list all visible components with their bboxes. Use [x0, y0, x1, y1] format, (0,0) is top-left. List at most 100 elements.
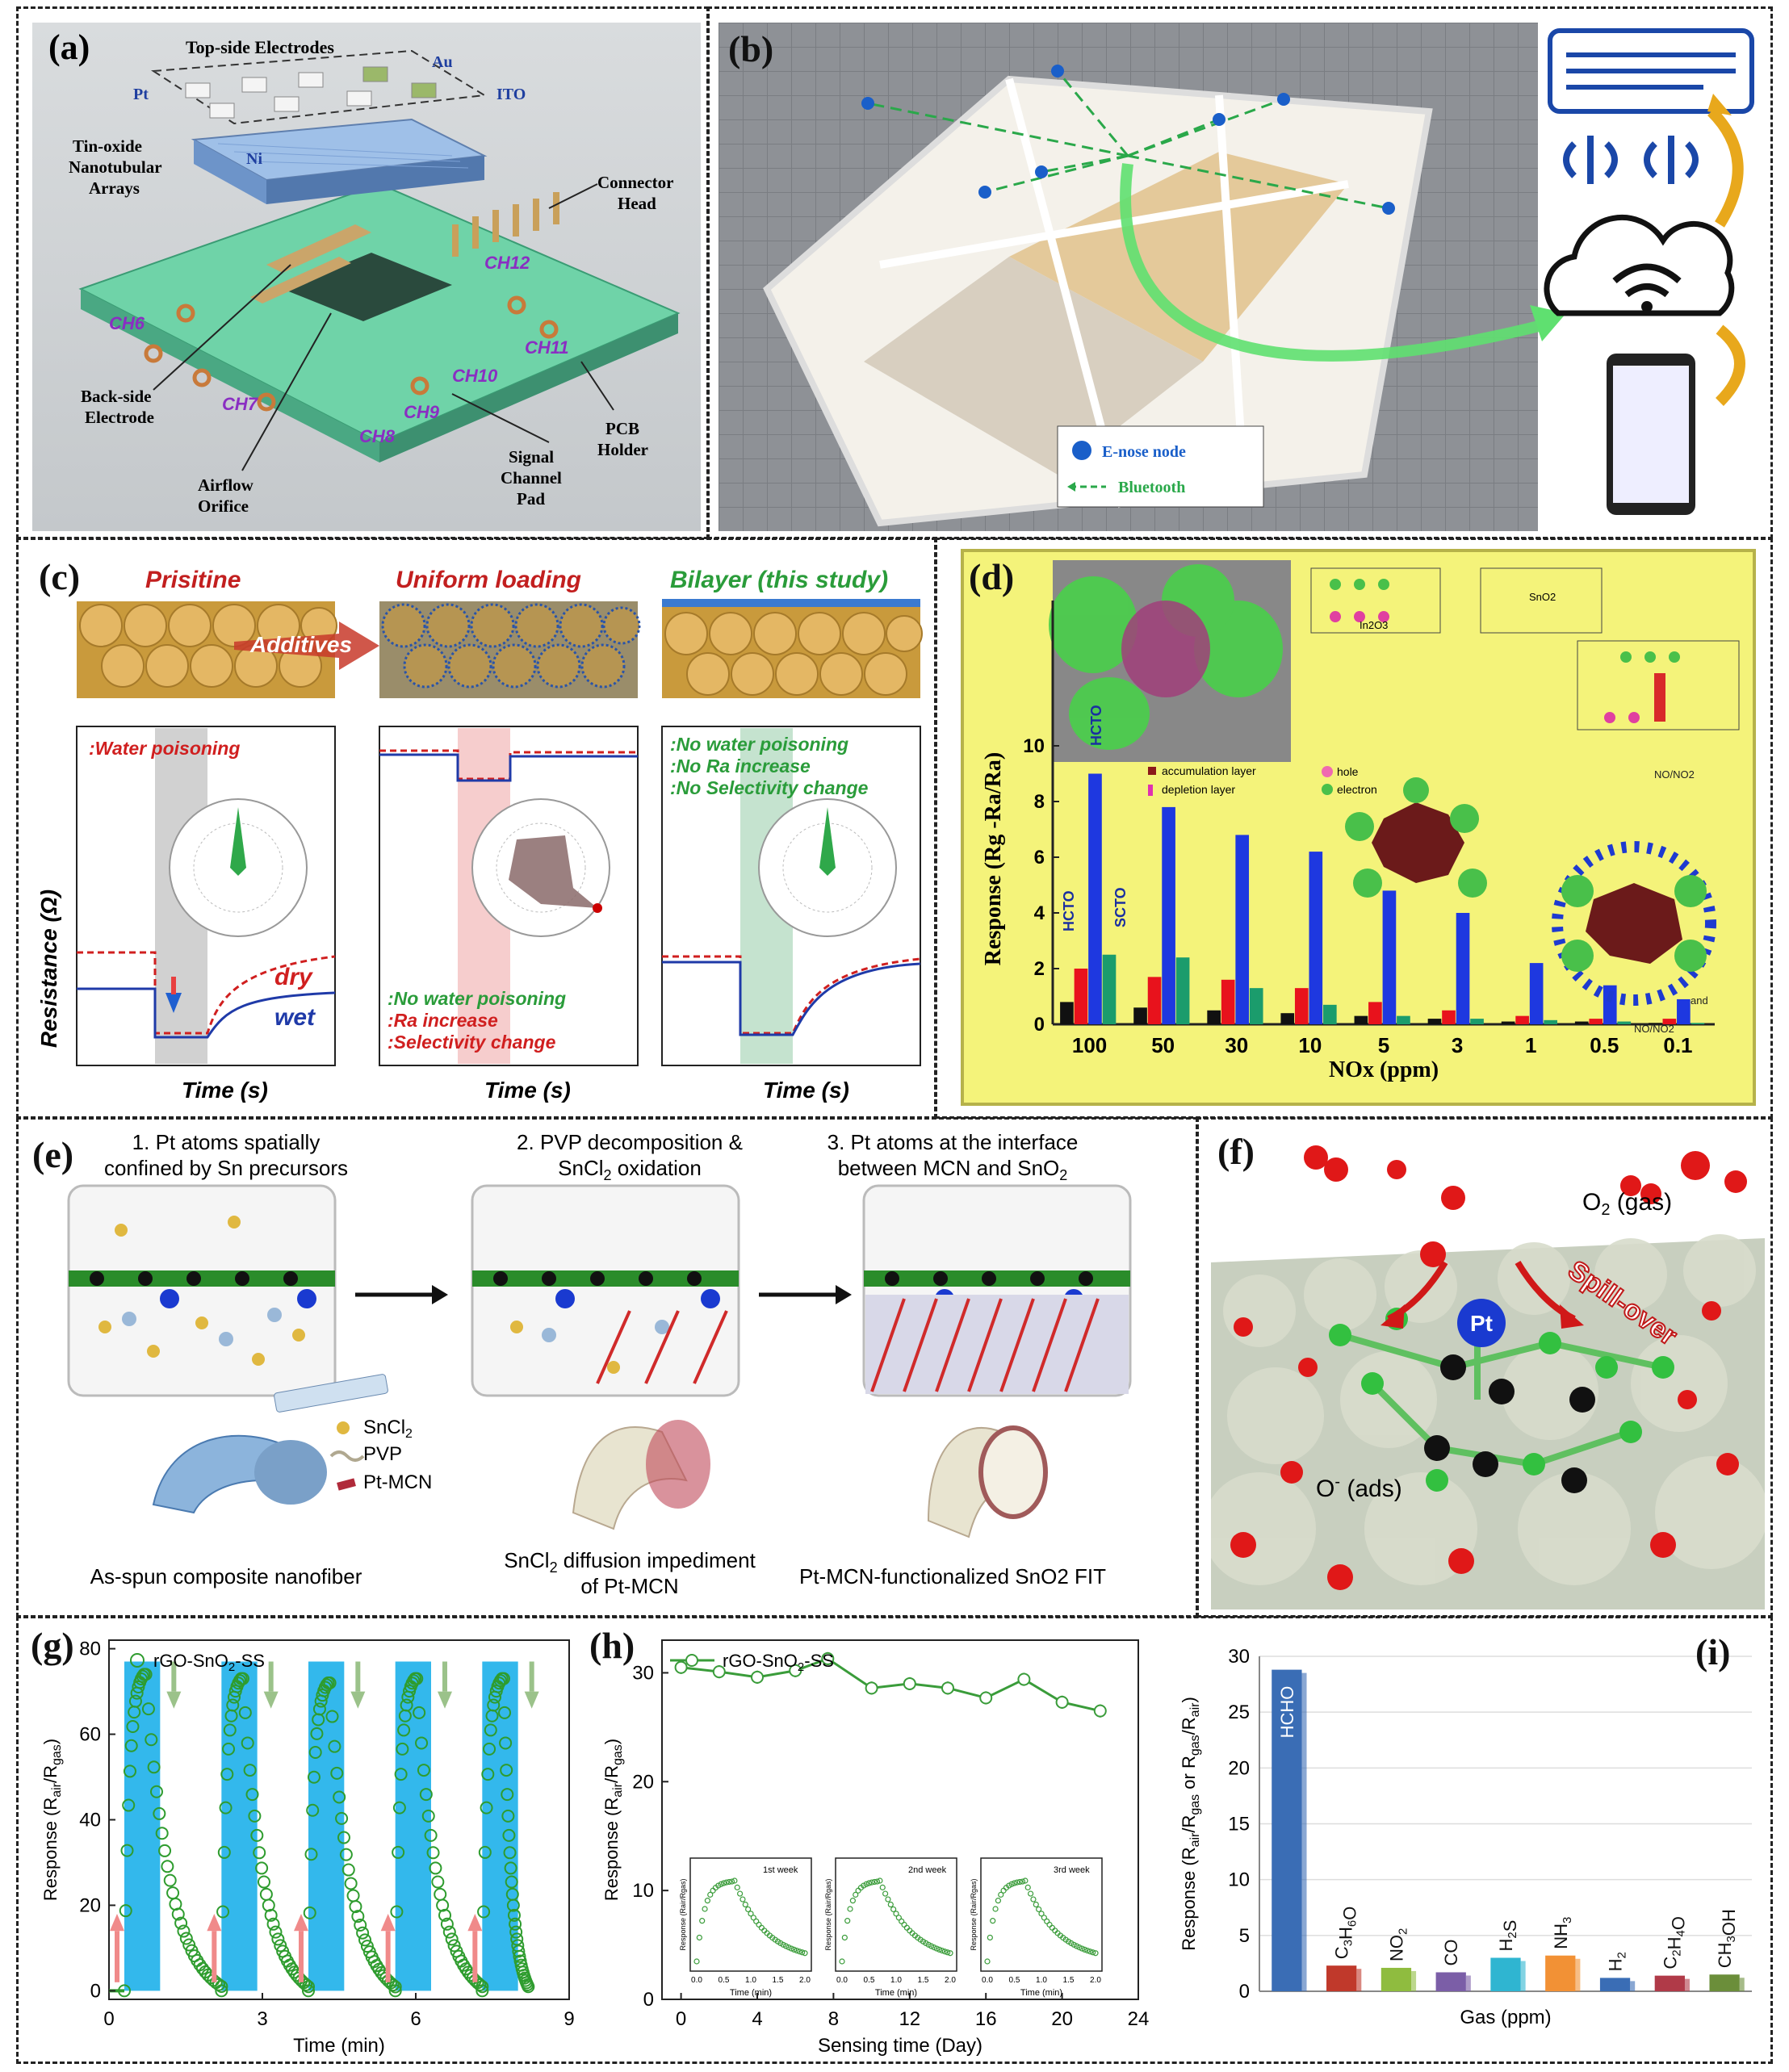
svg-text:Pt: Pt	[1470, 1311, 1493, 1336]
i-ylabel: Response (Rair/Rgas or Rgas/Rair)	[1179, 1697, 1202, 1951]
data-point	[335, 1811, 349, 1825]
h-inset-ylabel: Response (Rair/Rgas)	[824, 1878, 832, 1950]
data-point	[119, 1904, 132, 1918]
g-ytick: 60	[79, 1724, 101, 1746]
svg-text:CH8: CH8	[359, 426, 396, 446]
h-inset-xtick: 1.5	[1063, 1976, 1075, 1985]
g-xtick: 3	[257, 2008, 267, 2030]
gas-out-arrow	[529, 1661, 534, 1692]
h-inset-point	[699, 1918, 706, 1924]
c1-note: :Water poisoning	[89, 738, 240, 759]
data-point	[487, 1698, 501, 1712]
gas-out-arrow-head	[166, 1691, 182, 1709]
i-bar-side	[1356, 1969, 1362, 1991]
c1-wet: wet	[274, 1004, 316, 1031]
svg-text:NO/NO2: NO/NO2	[1634, 1023, 1674, 1035]
panel-h-label: (h)	[589, 1625, 635, 1666]
svg-text:CH12: CH12	[484, 253, 530, 273]
h-inset-point	[750, 1915, 756, 1921]
h-data-point	[941, 1681, 954, 1695]
data-point	[426, 1846, 440, 1860]
h-inset-point	[890, 1906, 897, 1913]
data-point	[341, 1863, 355, 1877]
data-point	[481, 1768, 495, 1781]
panel-b: E-nose node Bluetooth (b)	[719, 23, 1765, 531]
svg-text:electron: electron	[1337, 783, 1377, 796]
h-inset-point	[723, 1879, 730, 1886]
data-point	[506, 1898, 520, 1912]
h-inset-point	[707, 1891, 714, 1898]
data-point	[349, 1900, 362, 1914]
h-ytick: 30	[632, 1662, 654, 1684]
h-inset-point	[1024, 1884, 1031, 1890]
data-point	[417, 1764, 430, 1777]
data-point	[323, 1676, 337, 1689]
svg-text:of Pt-MCN: of Pt-MCN	[580, 1574, 678, 1598]
h-inset-point	[1087, 1949, 1093, 1955]
g-xlabel: Time (min)	[293, 2035, 385, 2056]
i-bar-label: CO	[1441, 1939, 1461, 1965]
panel-i-label: (i)	[1695, 1631, 1731, 1672]
data-point	[174, 1916, 188, 1930]
oxygen-atoms	[1230, 1145, 1747, 1590]
data-point	[253, 1846, 266, 1860]
airflow-orifice	[283, 253, 452, 321]
gas-in-arrow-head	[294, 1914, 308, 1932]
g-ytick: 0	[90, 1980, 101, 2002]
data-point	[500, 1764, 513, 1777]
d-bars	[1060, 773, 1705, 1024]
data-point	[274, 1939, 287, 1953]
h-inset-point	[879, 1884, 886, 1890]
svg-text:ITO: ITO	[496, 86, 526, 103]
i-bar-side	[1575, 1958, 1581, 1991]
h-inset-xtick: 0.5	[864, 1976, 875, 1985]
h-inset-point	[841, 1934, 848, 1941]
data-point	[480, 1801, 493, 1815]
data-point	[226, 1698, 240, 1712]
data-point	[390, 1905, 404, 1919]
panel-d: (d) 0 2 4 6 8 10 100 50 30 10 5 3 1 0.5 0.1 NOx (ppm)…	[961, 549, 1756, 1106]
h-inset-point	[1076, 1944, 1083, 1951]
label-connector: Connector Head	[597, 173, 673, 213]
h-xtick: 12	[899, 2008, 920, 2030]
data-point	[241, 1736, 254, 1750]
h-inset-point	[849, 1898, 856, 1904]
data-point	[215, 1984, 228, 1998]
i-bar	[1599, 1978, 1631, 1991]
h-inset-xtick: 2.0	[1090, 1976, 1101, 1985]
h-inset-xtick: 1.5	[918, 1976, 929, 1985]
h-inset-point	[990, 1918, 996, 1924]
data-point	[302, 1984, 315, 1998]
h-inset-xtick: 1.0	[1036, 1976, 1047, 1985]
h-inset-point	[941, 1949, 948, 1955]
i-bar-label: H2S	[1496, 1920, 1520, 1952]
gas-on-band	[482, 1661, 518, 1991]
g-ytick: 40	[79, 1810, 101, 1831]
h-inset-point	[939, 1948, 945, 1954]
legend-enose: E-nose node	[1102, 443, 1186, 461]
data-point	[271, 1932, 285, 1946]
h-inset-point	[782, 1943, 790, 1949]
h-inset-point	[796, 1949, 802, 1955]
h-inset	[689, 1857, 812, 1972]
h-inset-point	[794, 1948, 800, 1954]
h-inset-point	[802, 1950, 808, 1957]
svg-text:3. Pt atoms at the interface: 3. Pt atoms at the interface	[827, 1130, 1079, 1154]
d-ytick: 10	[1023, 735, 1045, 757]
label-pcb: PCB Holder	[597, 419, 648, 459]
oads-label: O- (ads)	[1316, 1473, 1402, 1502]
data-point	[171, 1907, 185, 1921]
h-data-point	[1093, 1704, 1107, 1718]
data-point	[337, 1831, 350, 1844]
panel-f: (f) Pt Spill-over O2 (gas) O- (ads)	[1211, 1125, 1765, 1609]
svg-text:NO/NO2: NO/NO2	[1654, 768, 1695, 781]
data-point	[358, 1933, 372, 1947]
h-inset-point	[704, 1898, 710, 1904]
h-inset-xlabel: Time (min)	[875, 1988, 917, 1998]
h-data-point	[865, 1681, 878, 1695]
d-bar	[1102, 954, 1117, 1024]
gas-out-arrow	[268, 1661, 274, 1692]
gas-out-arrow-head	[350, 1691, 366, 1709]
d-ytick: 8	[1034, 791, 1045, 813]
